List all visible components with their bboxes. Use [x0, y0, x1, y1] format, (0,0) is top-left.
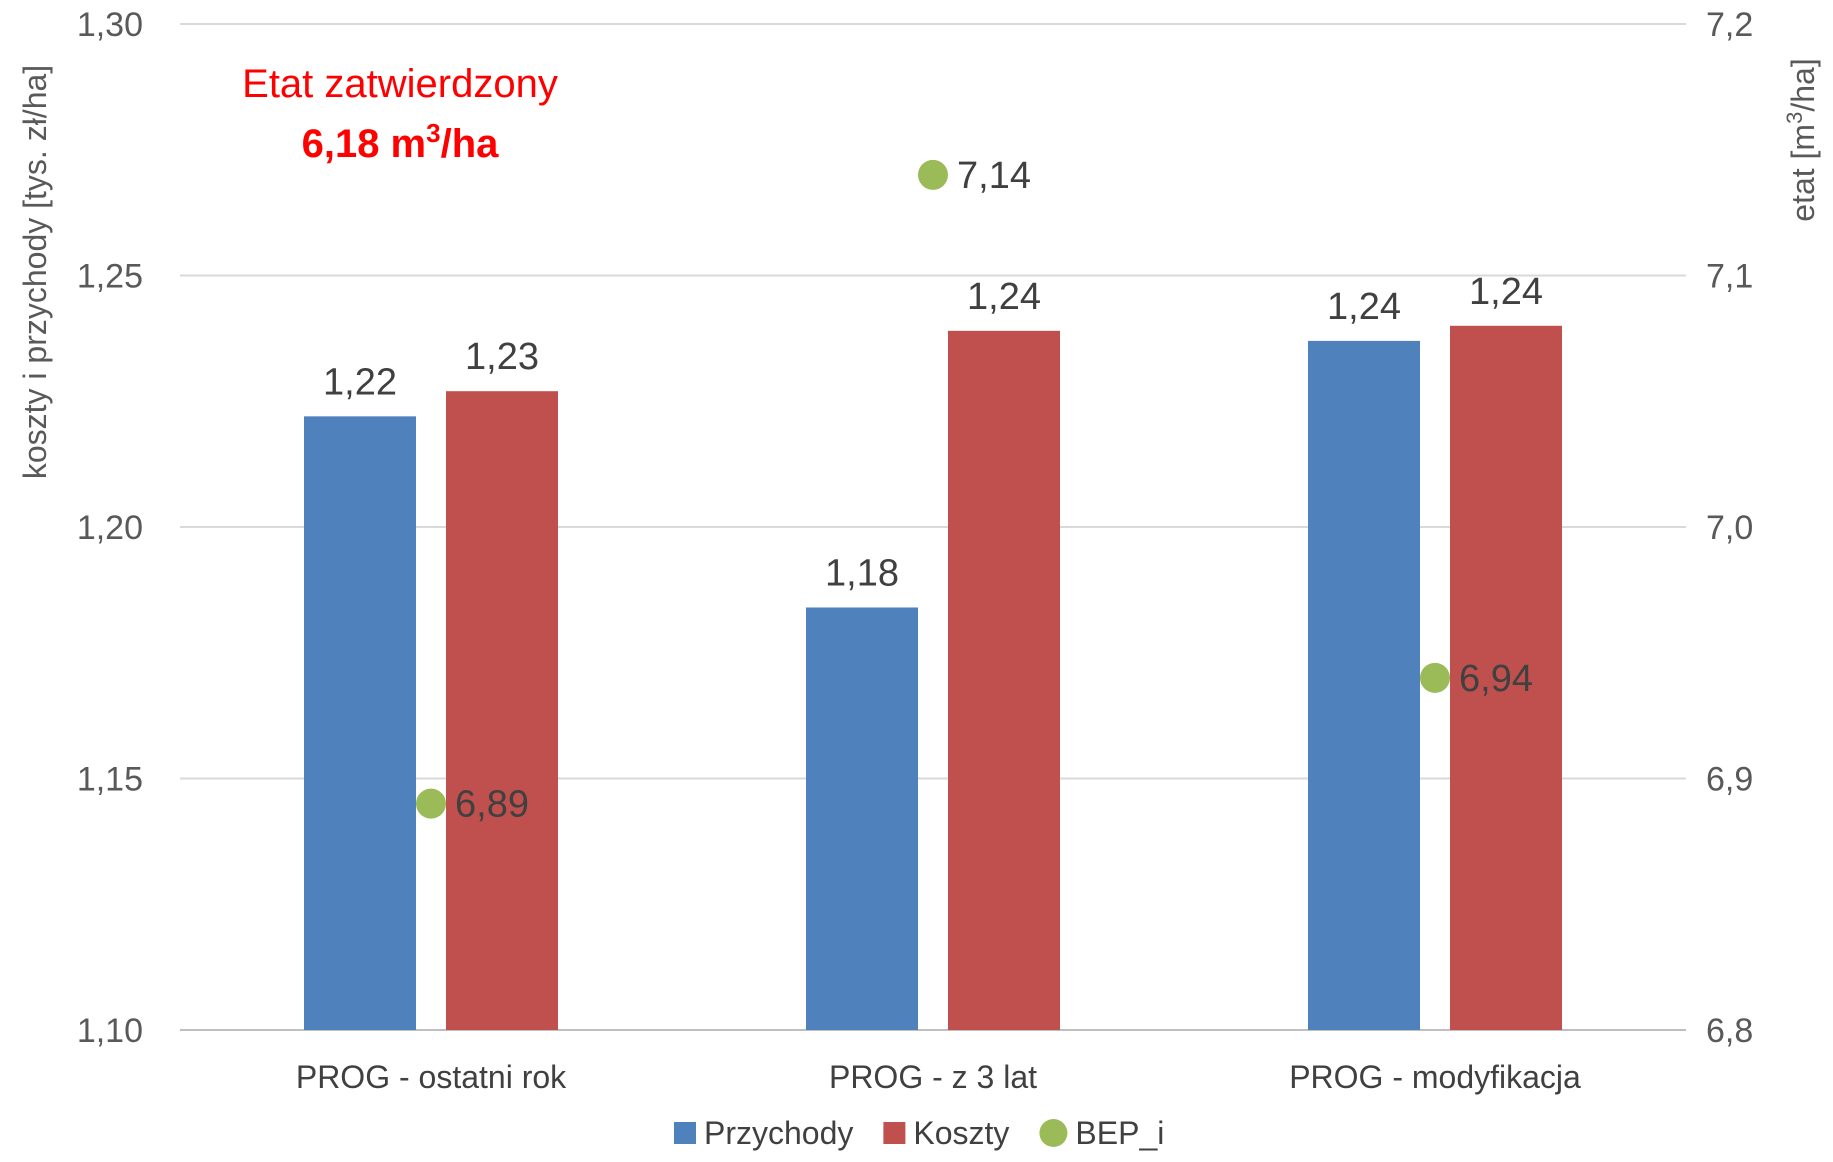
bar-przychody	[1308, 340, 1420, 1030]
legend-swatch	[883, 1122, 906, 1144]
y-axis-left-title: koszty i przychody [tys. zł/ha]	[17, 65, 53, 479]
bep-point	[918, 159, 948, 190]
y-tick-right: 6,9	[1706, 761, 1753, 799]
bar-value-label: 1,24	[1469, 271, 1543, 313]
x-tick-label: PROG - modyfikacja	[1289, 1059, 1581, 1095]
bar-przychody	[304, 416, 416, 1031]
bep-value-label: 6,94	[1459, 658, 1533, 700]
y-tick-right: 6,8	[1706, 1012, 1753, 1050]
approved-etat-annotation: Etat zatwierdzony 6,18 m3/ha	[242, 62, 558, 166]
legend-label: Przychody	[704, 1115, 853, 1151]
y-axis-right-title: etat [m3/ha]	[1782, 58, 1822, 221]
legend-label: Koszty	[913, 1115, 1009, 1151]
legend: Przychody Koszty BEP_i	[674, 1115, 1164, 1151]
y-tick-left: 1,30	[77, 6, 143, 44]
y-tick-left: 1,20	[77, 509, 143, 547]
bar-koszty	[948, 330, 1060, 1031]
legend-swatch	[674, 1122, 696, 1144]
bar-przychody	[806, 607, 918, 1030]
bar-value-label: 1,24	[967, 276, 1041, 318]
x-tick-label: PROG - z 3 lat	[829, 1059, 1037, 1095]
y-tick-right: 7,0	[1706, 509, 1753, 547]
bar-value-label: 1,18	[825, 552, 899, 594]
bep-value-label: 7,14	[957, 155, 1031, 197]
legend-label: BEP_i	[1075, 1115, 1164, 1151]
bep-points	[416, 159, 1450, 819]
legend-swatch	[1039, 1119, 1068, 1147]
y-tick-right: 7,2	[1706, 6, 1753, 44]
bar-value-label: 1,22	[323, 361, 397, 403]
data-labels: 1,22 1,23 6,89 1,18 1,24 7,14 1,24 1,24 6,94	[323, 155, 1543, 826]
bar-koszty	[446, 391, 558, 1030]
annotation-line-1: Etat zatwierdzony	[242, 62, 558, 106]
bep-point	[416, 788, 446, 819]
bar-value-label: 1,24	[1327, 286, 1401, 328]
gridlines	[180, 23, 1686, 1031]
y-tick-right: 7,1	[1706, 258, 1753, 296]
y-tick-left: 1,10	[77, 1012, 143, 1050]
bar-koszty	[1450, 325, 1562, 1030]
y-tick-left: 1,15	[77, 761, 143, 799]
x-tick-label: PROG - ostatni rok	[296, 1059, 567, 1095]
bep-point	[1420, 662, 1450, 693]
bars	[304, 325, 1562, 1031]
bep-value-label: 6,89	[455, 784, 529, 826]
annotation-line-2: 6,18 m3/ha	[302, 118, 500, 166]
y-tick-left: 1,25	[77, 258, 143, 296]
axis-ticks: 1,10 6,8 1,15 6,9 1,20 7,0 1,25 7,1 1,30 7,2 PROG …	[77, 6, 1753, 1095]
bar-value-label: 1,23	[465, 336, 539, 378]
